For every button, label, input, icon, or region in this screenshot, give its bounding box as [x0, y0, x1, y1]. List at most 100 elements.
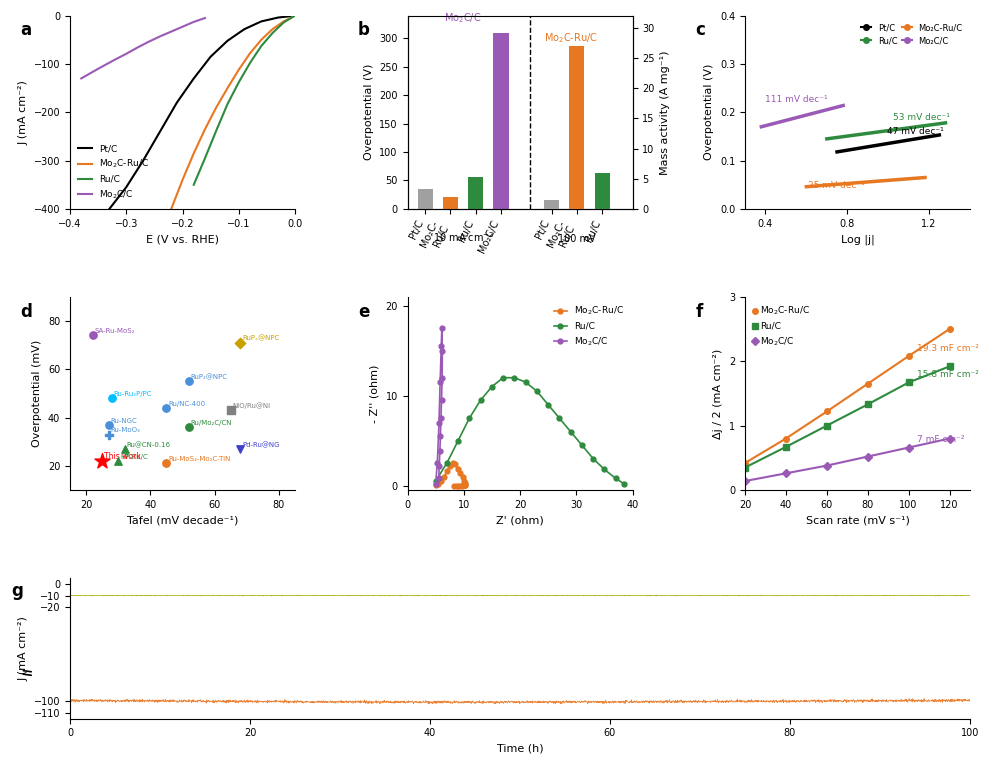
- Ru/C: [210, 126, 222, 135]
- Mo$_2$C-Ru/C: [244, 48, 256, 58]
- Mo$_2$C/C: [433, 418, 445, 427]
- Mo$_2$C-Ru/C: [862, 379, 874, 388]
- Line: Mo$_2$C-Ru/C: Mo$_2$C-Ru/C: [171, 16, 295, 209]
- Text: Mo$_2$C/C: Mo$_2$C/C: [444, 11, 482, 25]
- X-axis label: Z' (ohm): Z' (ohm): [496, 515, 544, 526]
- Text: Ru-NGC: Ru-NGC: [110, 418, 137, 423]
- Mo$_2$C/C: [435, 341, 447, 351]
- Line: Mo$_2$C-Ru/C: Mo$_2$C-Ru/C: [742, 326, 952, 465]
- Ru/C: [266, 28, 278, 37]
- Legend: Mo$_2$C-Ru/C, Ru/C, Mo$_2$C/C: Mo$_2$C-Ru/C, Ru/C, Mo$_2$C/C: [750, 301, 814, 351]
- Text: Ru-MoO₃: Ru-MoO₃: [110, 427, 140, 433]
- Text: 19.3 mF cm⁻²: 19.3 mF cm⁻²: [917, 344, 979, 353]
- Mo$_2$C/C: [154, 32, 166, 41]
- Mo$_2$C-Ru/C: [222, 84, 234, 93]
- Mo$_2$C-Ru/C: [441, 466, 453, 476]
- Mo$_2$C/C: [436, 395, 448, 405]
- Mo$_2$C-Ru/C: [452, 464, 464, 473]
- Mo$_2$C/C: [143, 37, 155, 46]
- Text: c: c: [696, 21, 705, 39]
- Mo$_2$C-Ru/C: [446, 458, 458, 468]
- Mo$_2$C-Ru/C: [458, 481, 470, 490]
- Mo$_2$C-Ru/C: [176, 175, 188, 184]
- Text: Mo$_2$C-Ru/C: Mo$_2$C-Ru/C: [544, 31, 598, 45]
- Text: RuP₂@NPC: RuP₂@NPC: [191, 373, 228, 380]
- Mo$_2$C/C: [862, 452, 874, 462]
- Ru/C: [565, 427, 577, 437]
- Point: [181, 421, 197, 433]
- Point: [110, 455, 126, 467]
- Mo$_2$C/C: [944, 434, 956, 444]
- Bar: [569, 46, 584, 209]
- Mo$_2$C-Ru/C: [188, 148, 200, 158]
- Bar: [468, 177, 483, 209]
- Bar: [544, 200, 559, 209]
- Ru/C: [531, 387, 543, 396]
- Pt/C: [222, 36, 234, 45]
- Line: Mo$_2$C-Ru/C: Mo$_2$C-Ru/C: [433, 461, 468, 488]
- Ru/C: [278, 18, 290, 27]
- Point: [232, 443, 248, 455]
- Ru/C: [508, 373, 520, 383]
- Bar: [493, 33, 509, 209]
- Text: 111 mV dec⁻¹: 111 mV dec⁻¹: [765, 95, 828, 104]
- Pt/C: [188, 73, 200, 83]
- Point: [158, 457, 174, 469]
- Pt/C: [205, 52, 217, 62]
- Ru/C: [452, 436, 464, 445]
- Mo$_2$C-Ru/C: [448, 481, 460, 490]
- Pt/C: [137, 156, 149, 166]
- Mo$_2$C-Ru/C: [739, 458, 751, 468]
- Y-axis label: Mass activity (A mg⁻¹): Mass activity (A mg⁻¹): [660, 50, 670, 174]
- Ru/C: [618, 479, 630, 488]
- Pt/C: [154, 127, 166, 137]
- Mo$_2$C-Ru/C: [266, 24, 278, 34]
- Mo$_2$C/C: [821, 461, 833, 470]
- Mo$_2$C-Ru/C: [903, 351, 915, 361]
- Pt/C: [103, 205, 115, 214]
- Mo$_2$C-Ru/C: [459, 478, 471, 487]
- X-axis label: Tafel (mV decade⁻¹): Tafel (mV decade⁻¹): [127, 515, 238, 526]
- Ru/C: [199, 154, 211, 163]
- Pt/C: [255, 16, 267, 26]
- Point: [232, 337, 248, 349]
- Ru/C: [553, 413, 565, 423]
- Mo$_2$C-Ru/C: [210, 103, 222, 112]
- Mo$_2$C/C: [435, 413, 447, 423]
- Ru/C: [289, 11, 301, 20]
- Mo$_2$C-Ru/C: [459, 480, 471, 490]
- Point: [181, 375, 197, 387]
- Text: 53 mV dec⁻¹: 53 mV dec⁻¹: [893, 113, 950, 122]
- Text: d: d: [20, 302, 32, 320]
- Ru/C: [463, 413, 475, 423]
- Text: RuPₓ@NPC: RuPₓ@NPC: [242, 335, 280, 341]
- Mo$_2$C/C: [165, 27, 177, 36]
- Ru/C: [903, 378, 915, 387]
- Mo$_2$C-Ru/C: [432, 479, 444, 488]
- Pt/C: [289, 11, 301, 20]
- Mo$_2$C-Ru/C: [199, 124, 211, 134]
- Mo$_2$C/C: [436, 373, 448, 383]
- Ru/C: [542, 400, 554, 409]
- Mo$_2$C/C: [436, 346, 448, 355]
- Text: NiO/Ru@Ni: NiO/Ru@Ni: [233, 402, 271, 409]
- Mo$_2$C-Ru/C: [457, 481, 469, 490]
- Mo$_2$C/C: [903, 443, 915, 452]
- Text: Ru@CN-0.16: Ru@CN-0.16: [127, 441, 171, 448]
- Legend: Pt/C, Ru/C, Mo₂C-Ru/C, Mo₂C/C: Pt/C, Ru/C, Mo₂C-Ru/C, Mo₂C/C: [858, 20, 966, 48]
- Text: a: a: [20, 21, 32, 39]
- Y-axis label: J (mA cm⁻²): J (mA cm⁻²): [18, 80, 28, 144]
- Ru/C: [576, 440, 588, 450]
- Text: SA-Ru-MoS₂: SA-Ru-MoS₂: [94, 328, 135, 334]
- Line: Pt/C: Pt/C: [109, 16, 295, 209]
- Mo$_2$C/C: [75, 73, 87, 83]
- Ru/C: [862, 400, 874, 409]
- Mo$_2$C-Ru/C: [454, 469, 466, 478]
- Line: Mo$_2$C/C: Mo$_2$C/C: [742, 436, 952, 484]
- Mo$_2$C-Ru/C: [255, 35, 267, 45]
- Ru/C: [587, 454, 599, 463]
- Text: 47 mV dec⁻¹: 47 mV dec⁻¹: [887, 127, 943, 137]
- Mo$_2$C-Ru/C: [165, 205, 177, 214]
- Mo$_2$C-Ru/C: [438, 472, 450, 481]
- Mo$_2$C-Ru/C: [821, 407, 833, 416]
